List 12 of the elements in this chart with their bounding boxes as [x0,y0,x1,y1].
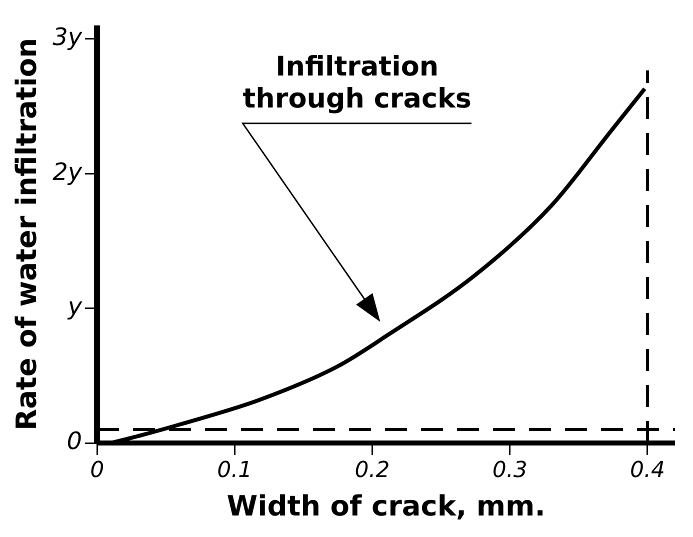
y-tick-label: 0 [66,427,82,456]
x-axis-title: Width of crack, mm. [226,489,546,522]
y-axis-title: Rate of water infiltration [10,38,44,430]
x-tick-label: 0.1 [217,458,252,483]
y-tick-label: y [66,292,83,321]
annotation: Infiltration through cracks [242,51,472,114]
y-tick-label: 3y [52,23,83,52]
x-tick-label: 0.4 [630,458,665,483]
x-tick-label: 0 [90,458,104,483]
x-tick-label: 0.2 [354,458,390,483]
y-tick-label: 2y [52,158,83,186]
x-tick-label: 0.3 [492,458,528,483]
